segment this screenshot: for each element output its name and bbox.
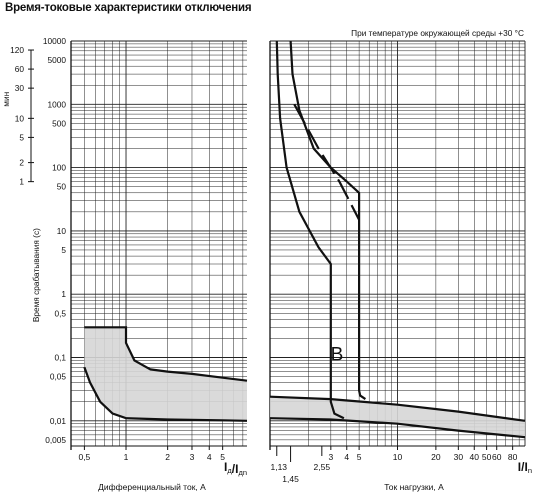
curve-magnetic-band-lower	[269, 417, 526, 439]
minutes-tick-label: 5	[19, 132, 24, 142]
minutes-tick-label: 10	[15, 113, 25, 123]
x-tick-label: 20	[431, 452, 441, 462]
curve-b-label: B	[331, 344, 344, 365]
rcd-band-upper-curve	[84, 326, 248, 382]
left-x-axis-label: Дифференциальный ток, А	[98, 482, 206, 492]
page-title: Время-токовые характеристики отключения	[5, 2, 252, 14]
y-tick-label: 0,01	[50, 416, 67, 426]
y-tick-label: 100	[52, 163, 66, 173]
minutes-axis-label: мин	[1, 92, 11, 107]
x-tick-label: 40	[470, 452, 480, 462]
x-tick-label: 3	[328, 452, 333, 462]
x-tick-label: 5	[220, 452, 225, 462]
curve-magnetic-band-upper	[269, 395, 526, 422]
x-tick-label: 4	[344, 452, 349, 462]
x-tick-label: 1,13	[270, 462, 287, 472]
temperature-annotation: При температуре окружающей среды +30 °C	[351, 28, 524, 38]
x-tick-label: 10	[393, 452, 403, 462]
x-tick-label: 5	[357, 452, 362, 462]
rcd-band-lower-curve	[83, 366, 248, 422]
y-tick-label: 0,5	[54, 308, 66, 318]
x-tick-label: 50	[482, 452, 492, 462]
right-x-axis-symbol: I/In	[518, 460, 532, 475]
y-axis-label: Время срабатывания (с)	[31, 228, 41, 322]
y-tick-label: 500	[52, 118, 66, 128]
minutes-tick-label: 2	[19, 158, 24, 168]
y-tick-label: 0,1	[54, 353, 66, 363]
curve-lower-thermal	[275, 40, 345, 420]
y-tick-label: 10	[57, 226, 67, 236]
x-tick-label: 1	[124, 452, 129, 462]
y-tick-label: 1	[61, 289, 66, 299]
left-x-axis-symbol: Iд/Iдn	[224, 460, 247, 477]
y-ticks-minutes: 120 60 30 10 5 2 1	[10, 45, 34, 187]
x-tick-label: 2	[165, 452, 170, 462]
minutes-tick-label: 1	[19, 177, 24, 187]
minutes-tick-label: 30	[15, 83, 25, 93]
x-tick-label: 4	[207, 452, 212, 462]
curve-upper-thermal	[289, 40, 367, 401]
y-tick-label: 50	[57, 182, 67, 192]
x-tick-label: 80	[508, 452, 518, 462]
y-tick-label: 5000	[48, 55, 67, 65]
minutes-tick-label: 60	[15, 64, 25, 74]
x-tick-label: 30	[454, 452, 464, 462]
minutes-tick-label: 120	[10, 45, 24, 55]
y-tick-label: 5	[61, 245, 66, 255]
curve-dashed-thermal	[293, 103, 361, 221]
x-tick-label: 1,45	[282, 474, 299, 484]
y-tick-label: 0,05	[50, 372, 67, 382]
y-tick-label: 1000	[48, 99, 67, 109]
x-tick-label: 3	[190, 452, 195, 462]
x-tick-label: 0,5	[78, 452, 90, 462]
y-ticks-seconds: 10000 5000 1000 500 100 50 10 5 1 0,5 0,1 0,05 0,01 0…	[43, 36, 66, 445]
y-tick-label: 10000	[43, 36, 66, 46]
rcd-trip-band	[84, 327, 248, 421]
x-tick-label: 60	[492, 452, 502, 462]
left-x-ticks: 0,5 1 2 3 4 5	[78, 446, 225, 462]
right-x-axis-label: Ток нагрузки, А	[384, 482, 444, 492]
x-tick-label: 2,55	[314, 462, 331, 472]
y-tick-label: 0,005	[45, 435, 66, 445]
magnetic-trip-band	[270, 396, 525, 438]
right-x-ticks: 1,13 1,45 2,553 4 5 10 20 30 40 50 60 80	[270, 446, 518, 484]
